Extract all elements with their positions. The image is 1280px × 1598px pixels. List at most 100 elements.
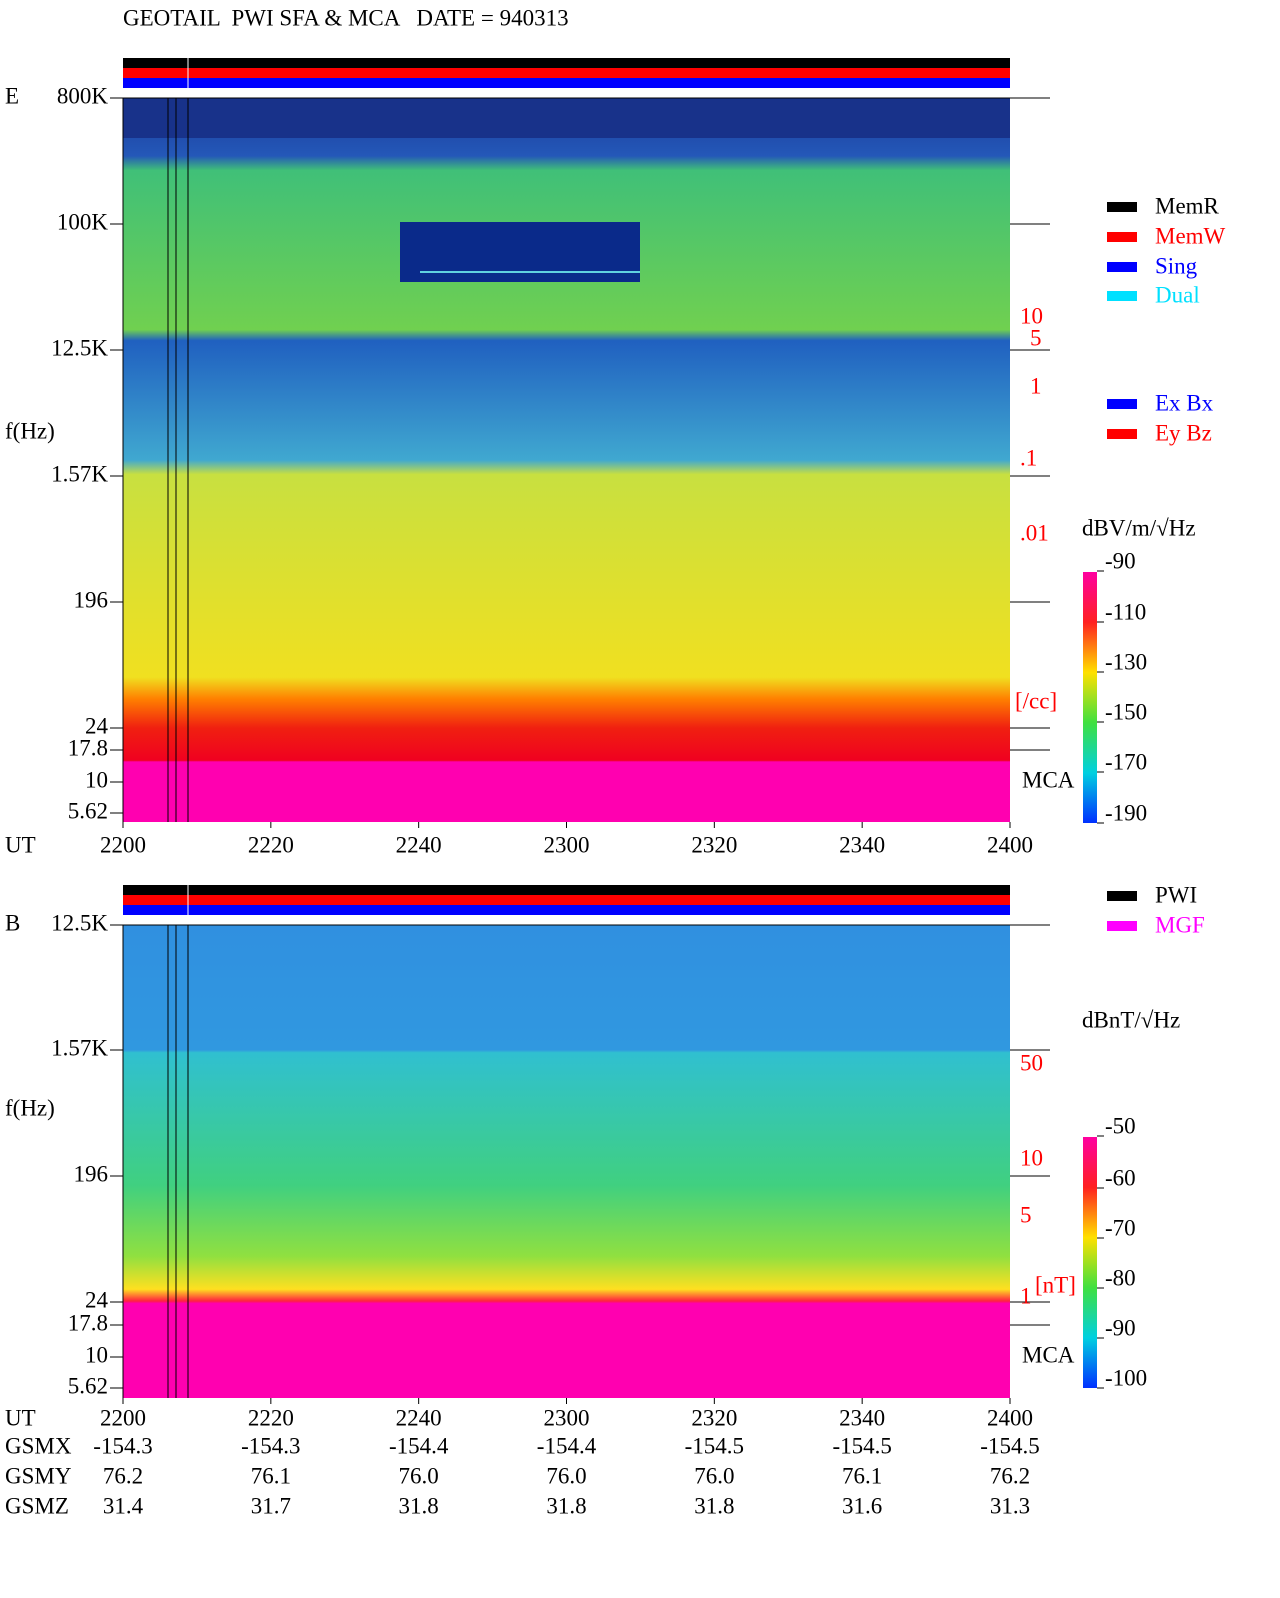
density-label: .1 [1020, 445, 1037, 470]
orbit-value: -154.5 [832, 1433, 891, 1458]
legend-swatch [1107, 202, 1137, 212]
colorbar-tick-label: -70 [1105, 1215, 1136, 1240]
legend-swatch [1107, 291, 1137, 301]
y-axis-label: f(Hz) [5, 1095, 55, 1120]
y-tick-label: 24 [85, 1287, 109, 1312]
colorbar-tick-label: -100 [1105, 1365, 1147, 1390]
panel-label: E [5, 83, 19, 108]
x-tick-label: 2220 [248, 1405, 294, 1430]
colorbar-tick-label: -50 [1105, 1113, 1136, 1138]
legend-swatch [1107, 262, 1137, 272]
legend-swatch [1107, 232, 1137, 242]
orbit-value: 31.3 [990, 1493, 1030, 1518]
x-tick-label: 2400 [987, 1405, 1033, 1430]
orbit-label: GSMY [5, 1463, 72, 1488]
x-tick-label: 2320 [691, 832, 737, 857]
y-tick-label: 10 [85, 1342, 108, 1367]
legend-label: MemW [1155, 223, 1226, 248]
colorbar-tick-label: -110 [1105, 599, 1146, 624]
legend-swatch [1107, 891, 1137, 901]
y-tick-label: 1.57K [51, 1035, 108, 1060]
x-tick-label: 2240 [396, 832, 442, 857]
orbit-label: GSMZ [5, 1493, 69, 1518]
orbit-value: 31.8 [546, 1493, 586, 1518]
y-tick-label: 17.8 [68, 735, 108, 760]
orbit-value: -154.5 [685, 1433, 744, 1458]
density-label: 1 [1020, 1283, 1032, 1308]
spectrogram [123, 98, 1010, 822]
orbit-value: 31.8 [399, 1493, 439, 1518]
colorbar-unit: dBnT/√Hz [1082, 1007, 1180, 1032]
legend-label: Sing [1155, 253, 1198, 278]
status-bar [123, 905, 1010, 915]
legend-swatch [1107, 921, 1137, 931]
orbit-value: -154.3 [241, 1433, 300, 1458]
title: GEOTAIL PWI SFA & MCA DATE = 940313 [123, 5, 569, 30]
y-tick-label: 17.8 [68, 1310, 108, 1335]
colorbar-tick-label: -150 [1105, 699, 1147, 724]
y-tick-label: 196 [74, 587, 109, 612]
x-tick-label: 2300 [544, 1405, 590, 1430]
status-bar [123, 885, 1010, 895]
orbit-value: 76.1 [842, 1463, 882, 1488]
legend-label: PWI [1155, 882, 1197, 907]
quiet-region [123, 98, 1010, 138]
y-tick-label: 12.5K [51, 910, 108, 935]
y-tick-label: 196 [74, 1161, 109, 1186]
y-tick-label: 5.62 [68, 798, 108, 823]
density-label: [/cc] [1015, 688, 1057, 713]
colorbar-tick-label: -170 [1105, 749, 1147, 774]
orbit-value: 76.2 [103, 1463, 143, 1488]
x-tick-label: 2400 [987, 832, 1033, 857]
legend-swatch [1107, 429, 1137, 439]
legend-label: MGF [1155, 912, 1205, 937]
orbit-value: 31.7 [251, 1493, 291, 1518]
x-axis-label: UT [5, 832, 36, 857]
spectrogram [123, 925, 1010, 1398]
orbit-value: 31.8 [694, 1493, 734, 1518]
legend-label: MemR [1155, 193, 1220, 218]
density-label: [nT] [1035, 1272, 1076, 1297]
x-tick-label: 2340 [839, 1405, 885, 1430]
x-tick-label: 2200 [100, 832, 146, 857]
y-axis-label: f(Hz) [5, 418, 55, 443]
density-label: .01 [1020, 520, 1049, 545]
colorbar-tick-label: -80 [1105, 1265, 1136, 1290]
orbit-value: -154.4 [389, 1433, 449, 1458]
legend-label: Ex Bx [1155, 390, 1214, 415]
y-tick-label: 12.5K [51, 335, 108, 360]
mca-label: MCA [1022, 767, 1075, 792]
status-bar [123, 895, 1010, 905]
y-tick-label: 5.62 [68, 1373, 108, 1398]
orbit-value: -154.5 [980, 1433, 1039, 1458]
density-label: 1 [1030, 373, 1042, 398]
orbit-value: 76.0 [694, 1463, 734, 1488]
density-label: 10 [1020, 1145, 1043, 1170]
orbit-value: 76.1 [251, 1463, 291, 1488]
x-tick-label: 2220 [248, 832, 294, 857]
density-label: 5 [1030, 325, 1042, 350]
orbit-value: -154.3 [93, 1433, 152, 1458]
density-label: 5 [1020, 1202, 1032, 1227]
colorbar-tick-label: -130 [1105, 649, 1147, 674]
status-bar [123, 68, 1010, 78]
orbit-value: 31.4 [103, 1493, 144, 1518]
colorbar [1083, 1137, 1097, 1388]
x-axis-label: UT [5, 1405, 36, 1430]
legend-swatch [1107, 399, 1137, 409]
status-bar [123, 78, 1010, 88]
legend-label: Ey Bz [1155, 420, 1212, 445]
orbit-value: -154.4 [537, 1433, 597, 1458]
y-tick-label: 100K [57, 209, 109, 234]
x-tick-label: 2240 [396, 1405, 442, 1430]
orbit-value: 31.6 [842, 1493, 882, 1518]
x-tick-label: 2340 [839, 832, 885, 857]
status-bar [123, 58, 1010, 68]
y-tick-label: 800K [57, 83, 109, 108]
x-tick-label: 2300 [544, 832, 590, 857]
orbit-value: 76.0 [399, 1463, 439, 1488]
colorbar [1083, 572, 1097, 823]
density-label: 50 [1020, 1050, 1043, 1075]
orbit-value: 76.0 [546, 1463, 586, 1488]
colorbar-tick-label: -90 [1105, 548, 1136, 573]
